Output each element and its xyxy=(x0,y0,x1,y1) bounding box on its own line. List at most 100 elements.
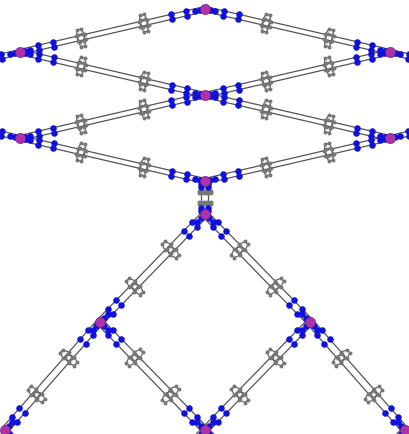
Point xyxy=(211,9,218,16)
Point xyxy=(244,396,251,403)
Point xyxy=(326,145,333,152)
Point xyxy=(16,405,22,412)
Point xyxy=(207,201,213,208)
Point xyxy=(235,87,242,94)
Point xyxy=(137,355,143,362)
Point xyxy=(74,60,81,67)
Point xyxy=(220,8,227,15)
Point xyxy=(77,130,84,137)
Point xyxy=(325,158,331,165)
Point xyxy=(263,349,270,356)
Point xyxy=(139,74,146,81)
Point xyxy=(267,19,273,26)
Point xyxy=(79,68,85,75)
Point xyxy=(200,190,207,197)
Point xyxy=(198,202,204,209)
Point xyxy=(185,233,191,240)
Point xyxy=(368,128,374,135)
Point xyxy=(329,27,335,34)
Point xyxy=(262,98,269,105)
Point xyxy=(78,26,84,33)
Point xyxy=(166,243,173,250)
Point xyxy=(361,396,367,403)
Point xyxy=(169,82,175,89)
Point xyxy=(322,38,328,45)
Point xyxy=(140,173,147,180)
Point xyxy=(404,56,409,63)
Point xyxy=(25,386,31,393)
Point xyxy=(49,39,56,46)
Point xyxy=(277,362,283,369)
Point xyxy=(272,358,278,365)
Point xyxy=(198,199,204,206)
Point xyxy=(370,396,376,403)
Point xyxy=(126,362,132,369)
Point xyxy=(145,22,151,29)
Point xyxy=(263,110,270,117)
Point xyxy=(144,82,151,89)
Point xyxy=(376,52,382,59)
Point xyxy=(144,29,151,36)
Point xyxy=(9,414,15,421)
Point xyxy=(198,215,204,222)
Point xyxy=(352,130,359,137)
Point xyxy=(202,188,209,195)
Point xyxy=(81,146,87,153)
Point xyxy=(7,133,13,140)
Point xyxy=(75,66,81,73)
Point xyxy=(22,136,28,143)
Point xyxy=(137,110,144,117)
Point xyxy=(325,141,332,148)
Point xyxy=(205,181,211,188)
Point xyxy=(12,134,18,141)
Point xyxy=(369,394,375,401)
Point xyxy=(35,142,41,149)
Point xyxy=(14,418,20,425)
Point xyxy=(262,30,269,36)
Point xyxy=(329,113,335,120)
Point xyxy=(143,23,150,30)
Point xyxy=(198,191,204,197)
Point xyxy=(191,90,198,97)
Point xyxy=(343,346,350,353)
Point xyxy=(167,396,174,403)
Point xyxy=(60,355,66,362)
Point xyxy=(235,241,242,248)
Point xyxy=(325,112,331,119)
Point xyxy=(27,52,33,59)
Point xyxy=(36,51,42,58)
Point xyxy=(134,354,141,361)
Point xyxy=(265,103,272,110)
Point xyxy=(7,52,13,59)
Point xyxy=(263,288,270,295)
Point xyxy=(258,108,264,115)
Point xyxy=(235,173,242,180)
Point xyxy=(230,255,237,262)
Point xyxy=(180,228,187,235)
Point xyxy=(167,241,174,248)
Point xyxy=(196,91,203,98)
Point xyxy=(79,153,85,160)
Point xyxy=(275,355,281,362)
Point xyxy=(167,87,174,94)
Point xyxy=(200,199,207,206)
Point xyxy=(205,215,211,222)
Point xyxy=(65,349,72,356)
Point xyxy=(74,27,80,34)
Point xyxy=(139,288,146,295)
Point xyxy=(205,208,211,215)
Point xyxy=(321,153,328,160)
Point xyxy=(266,172,273,179)
Point xyxy=(236,388,242,395)
Point xyxy=(74,359,80,366)
Point xyxy=(241,247,248,254)
Point xyxy=(262,173,269,180)
Point xyxy=(142,168,148,175)
Point xyxy=(50,130,57,137)
Point xyxy=(396,133,402,140)
Point xyxy=(201,178,208,185)
Point xyxy=(0,133,4,140)
Point xyxy=(175,386,182,393)
Point xyxy=(298,332,305,339)
Point xyxy=(338,351,344,358)
